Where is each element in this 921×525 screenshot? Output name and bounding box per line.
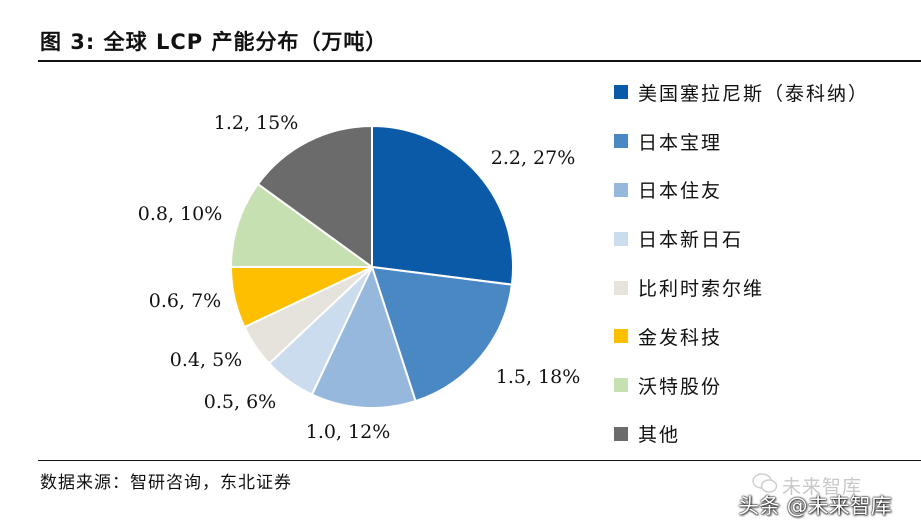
legend-label: 比利时索尔维 <box>638 278 765 301</box>
wechat-icon <box>752 473 778 493</box>
chart-legend: 美国塞拉尼斯（泰科纳） 日本宝理日本住友日本新日石比利时索尔维 金发科技沃特股份其他 <box>614 68 869 458</box>
pie-slice <box>256 124 373 269</box>
slice-data-label: 0.5, 6% <box>204 391 276 413</box>
legend-label: 日本住友 <box>638 180 723 203</box>
legend-swatch <box>614 134 628 149</box>
legend-item: 日本新日石 <box>614 214 869 263</box>
pie-slice <box>310 264 417 409</box>
legend-label: 其他 <box>638 424 681 447</box>
pie-slice <box>371 124 514 286</box>
legend-swatch <box>614 231 628 246</box>
legend-item: 沃特股份 <box>614 361 869 410</box>
slice-data-label: 0.4, 5% <box>170 349 242 371</box>
legend-swatch <box>614 378 628 393</box>
slice-data-label: 1.0, 12% <box>306 421 391 443</box>
pie-slice <box>370 265 514 403</box>
legend-item: 其他 <box>614 410 869 459</box>
legend-label: 日本新日石 <box>638 229 744 252</box>
legend-label: 日本宝理 <box>638 131 723 154</box>
slice-data-label: 0.8, 10% <box>138 203 223 225</box>
legend-swatch <box>614 329 628 344</box>
pie-slice <box>229 182 376 268</box>
legend-swatch <box>614 182 628 197</box>
top-rule <box>38 60 921 62</box>
legend-label: 美国塞拉尼斯（泰科纳） <box>638 82 870 105</box>
legend-item: 比利时索尔维 <box>614 263 869 312</box>
watermark-brand: 未来智库 <box>782 476 863 498</box>
slice-data-label: 0.6, 7% <box>149 290 221 312</box>
legend-swatch <box>614 85 628 100</box>
pie-chart: 2.2, 27% 1.5, 18% 1.0, 12% 0.5, 6% 0.4, 5% 0.… <box>138 112 581 443</box>
legend-item: 日本宝理 <box>614 117 869 166</box>
bottom-rule <box>38 460 921 461</box>
source-note: 数据来源：智研咨询，东北证券 <box>40 473 292 493</box>
legend-label: 沃特股份 <box>638 375 723 398</box>
watermark-account: 头条 @未来智库 <box>738 494 892 518</box>
figure-title: 图 3: 全球 LCP 产能分布（万吨） <box>40 30 388 54</box>
slice-data-label: 1.5, 18% <box>496 366 581 388</box>
slice-data-label: 1.2, 15% <box>214 112 299 134</box>
legend-swatch <box>614 280 628 295</box>
legend-swatch <box>614 426 628 441</box>
slice-data-label: 2.2, 27% <box>491 147 576 169</box>
legend-item: 日本住友 <box>614 166 869 215</box>
legend-label: 金发科技 <box>638 326 723 349</box>
legend-item: 美国塞拉尼斯（泰科纳） <box>614 68 869 117</box>
legend-item: 金发科技 <box>614 312 869 361</box>
